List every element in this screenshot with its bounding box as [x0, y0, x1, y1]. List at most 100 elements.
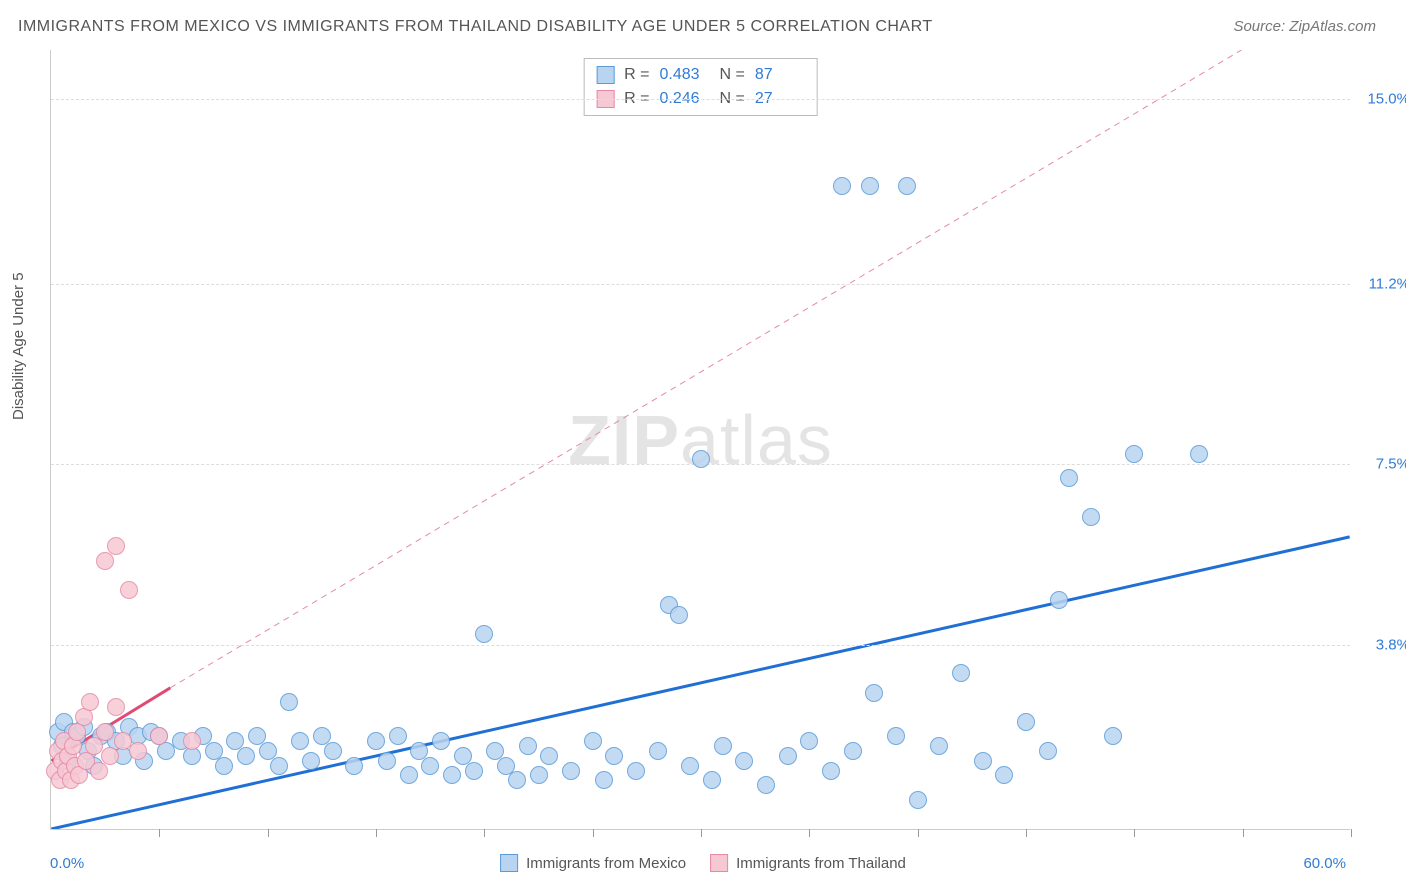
x-tick [268, 829, 269, 837]
scatter-point [101, 747, 119, 765]
x-tick [376, 829, 377, 837]
x-tick [1351, 829, 1352, 837]
scatter-point [887, 727, 905, 745]
scatter-point [432, 732, 450, 750]
scatter-point [974, 752, 992, 770]
scatter-point [378, 752, 396, 770]
scatter-point [421, 757, 439, 775]
x-max-label: 60.0% [1303, 855, 1346, 872]
scatter-point [833, 177, 851, 195]
scatter-point [844, 742, 862, 760]
scatter-point [703, 771, 721, 789]
x-tick [701, 829, 702, 837]
scatter-point [96, 552, 114, 570]
scatter-point [1060, 469, 1078, 487]
scatter-point [324, 742, 342, 760]
scatter-point [898, 177, 916, 195]
x-tick [1243, 829, 1244, 837]
scatter-point [584, 732, 602, 750]
scatter-point [389, 727, 407, 745]
scatter-point [692, 450, 710, 468]
gridline-h [51, 99, 1350, 100]
stats-row: R = 0.483 N = 87 [596, 63, 805, 87]
trend-lines [51, 50, 1350, 829]
scatter-point [107, 698, 125, 716]
legend-swatch [710, 854, 728, 872]
legend-label: Immigrants from Thailand [736, 855, 906, 872]
scatter-point [465, 762, 483, 780]
scatter-point [270, 757, 288, 775]
x-tick [809, 829, 810, 837]
scatter-point [475, 625, 493, 643]
scatter-point [865, 684, 883, 702]
scatter-point [1082, 508, 1100, 526]
scatter-point [1050, 591, 1068, 609]
x-tick [918, 829, 919, 837]
bottom-legend: Immigrants from Mexico Immigrants from Th… [500, 854, 906, 872]
scatter-point [861, 177, 879, 195]
x-tick [593, 829, 594, 837]
legend-swatch [596, 66, 614, 84]
scatter-point [1104, 727, 1122, 745]
stat-r-label: R = [624, 63, 649, 87]
gridline-h [51, 284, 1350, 285]
scatter-point [605, 747, 623, 765]
watermark: ZIPatlas [568, 400, 833, 480]
scatter-point [681, 757, 699, 775]
scatter-point [508, 771, 526, 789]
scatter-point [714, 737, 732, 755]
scatter-point [280, 693, 298, 711]
plot-area: ZIPatlas R =0.483N =87R =0.246N =27 3.8%… [50, 50, 1350, 830]
scatter-point [1125, 445, 1143, 463]
x-min-label: 0.0% [50, 855, 84, 872]
y-tick-label: 15.0% [1367, 90, 1406, 107]
stat-r-value: 0.483 [660, 63, 710, 87]
scatter-point [735, 752, 753, 770]
scatter-point [627, 762, 645, 780]
scatter-point [96, 723, 114, 741]
scatter-point [995, 766, 1013, 784]
scatter-point [1039, 742, 1057, 760]
x-tick [1134, 829, 1135, 837]
stat-n-label: N = [720, 63, 745, 87]
scatter-point [757, 776, 775, 794]
x-tick [159, 829, 160, 837]
scatter-point [443, 766, 461, 784]
legend-swatch [500, 854, 518, 872]
legend-label: Immigrants from Mexico [526, 855, 686, 872]
scatter-point [215, 757, 233, 775]
scatter-point [952, 664, 970, 682]
x-tick [1026, 829, 1027, 837]
stats-legend-box: R =0.483N =87R =0.246N =27 [583, 58, 818, 116]
y-tick-label: 7.5% [1376, 456, 1406, 473]
scatter-point [183, 732, 201, 750]
scatter-point [779, 747, 797, 765]
scatter-point [291, 732, 309, 750]
scatter-point [930, 737, 948, 755]
scatter-point [150, 727, 168, 745]
scatter-point [345, 757, 363, 775]
scatter-point [562, 762, 580, 780]
y-axis-label: Disability Age Under 5 [10, 272, 27, 420]
chart-title: IMMIGRANTS FROM MEXICO VS IMMIGRANTS FRO… [18, 18, 933, 36]
scatter-point [800, 732, 818, 750]
y-tick-label: 3.8% [1376, 636, 1406, 653]
scatter-point [400, 766, 418, 784]
scatter-point [302, 752, 320, 770]
scatter-point [129, 742, 147, 760]
y-tick-label: 11.2% [1369, 276, 1406, 293]
x-tick [484, 829, 485, 837]
stat-n-value: 87 [755, 63, 805, 87]
scatter-point [670, 606, 688, 624]
scatter-point [1190, 445, 1208, 463]
scatter-point [540, 747, 558, 765]
gridline-h [51, 645, 1350, 646]
scatter-point [530, 766, 548, 784]
source-label: Source: ZipAtlas.com [1233, 18, 1376, 35]
scatter-point [237, 747, 255, 765]
scatter-point [367, 732, 385, 750]
scatter-point [595, 771, 613, 789]
scatter-point [1017, 713, 1035, 731]
scatter-point [120, 581, 138, 599]
legend-item: Immigrants from Thailand [710, 854, 906, 872]
